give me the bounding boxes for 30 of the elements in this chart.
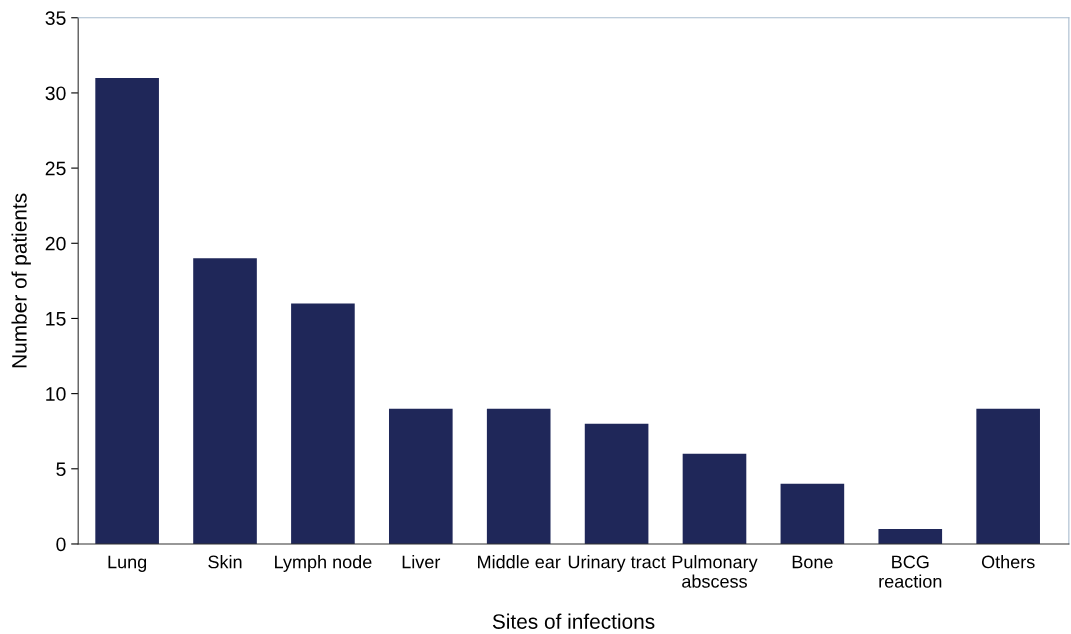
bar xyxy=(780,483,845,544)
y-tick-label: 10 xyxy=(46,387,66,401)
x-tick-label: Lung xyxy=(108,555,147,572)
bar xyxy=(95,77,159,544)
bar xyxy=(486,408,551,544)
bar xyxy=(878,528,943,544)
x-tick-label: Skin xyxy=(208,555,242,569)
x-tick-label: Lymph node xyxy=(275,555,372,572)
x-tick-label: BCG reaction xyxy=(879,555,942,588)
bar xyxy=(291,303,355,544)
x-tick-label: Middle ear xyxy=(478,555,561,569)
y-axis-title: Number of patients xyxy=(11,193,31,368)
y-tick-label: 25 xyxy=(45,161,66,176)
bar xyxy=(193,258,257,544)
y-tick-label: 5 xyxy=(56,462,66,477)
y-tick-label: 35 xyxy=(45,11,66,25)
x-tick-label: Pulmonary abscess xyxy=(672,555,758,588)
bar xyxy=(584,423,649,544)
x-axis-title: Sites of infections xyxy=(492,613,655,629)
y-tick-label: 15 xyxy=(46,312,66,326)
x-tick-label: Bone xyxy=(792,555,833,569)
x-tick-label: Urinary tract xyxy=(568,555,666,572)
bar xyxy=(388,408,453,544)
x-tick-label: Others xyxy=(981,555,1035,569)
x-tick-label: Liver xyxy=(402,555,441,569)
y-tick-label: 0 xyxy=(56,537,66,552)
y-tick-label: 30 xyxy=(45,86,66,101)
bar xyxy=(976,408,1040,544)
bar xyxy=(682,453,747,544)
y-tick-label: 20 xyxy=(45,236,66,251)
